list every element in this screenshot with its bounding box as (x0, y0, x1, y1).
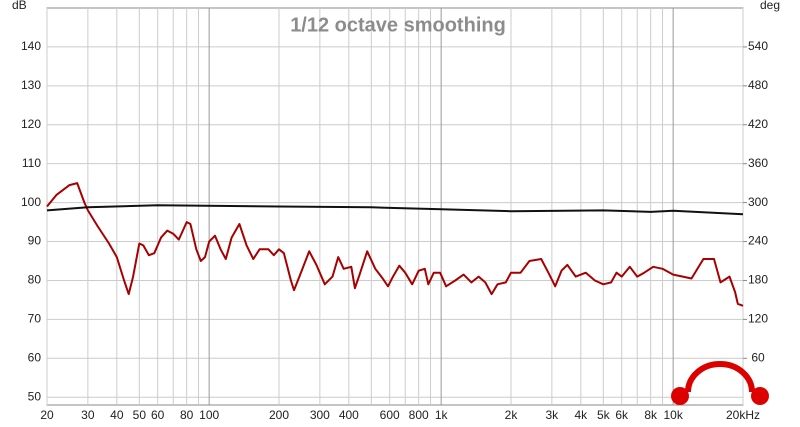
logo (671, 361, 769, 405)
y-tick-label: 50 (28, 389, 42, 403)
x-tick-label: 300 (310, 408, 330, 422)
y-tick-label: 90 (28, 234, 42, 248)
x-tick-label: 20 (40, 408, 54, 422)
logo-dot (671, 387, 689, 405)
x-tick-label: 4k (574, 408, 588, 422)
x-tick-label: 200 (269, 408, 289, 422)
x-tick-label: 100 (199, 408, 219, 422)
x-tick-label: 1k (435, 408, 449, 422)
y2-tick-label: 300 (748, 195, 768, 209)
x-tick-label: 30 (81, 408, 95, 422)
x-tick-label: 600 (380, 408, 400, 422)
x-tick-label: 800 (409, 408, 429, 422)
lines (46, 182, 744, 307)
logo-dot (751, 387, 769, 405)
y2-axis-label: deg (760, 0, 780, 12)
y2-tick-label: 360 (748, 156, 768, 170)
plot-area (46, 7, 744, 406)
x-tick-label: 80 (180, 408, 194, 422)
y2-tick-label: 240 (748, 234, 768, 248)
x-tick-label: 40 (110, 408, 124, 422)
x-tick-label: 60 (151, 408, 165, 422)
x-tick-label: 10k (663, 408, 683, 422)
y-tick-label: 120 (21, 117, 41, 131)
y2-tick-label: 60 (751, 350, 765, 364)
x-tick-label: 8k (644, 408, 658, 422)
y-tick-label: 80 (28, 273, 42, 287)
y-tick-label: 140 (21, 39, 41, 53)
chart-title: 1/12 octave smoothing (290, 14, 506, 36)
x-tick-label: 2k (505, 408, 519, 422)
logo-arc (685, 361, 755, 393)
x-tick-label: 400 (339, 408, 359, 422)
x-tick-label: 5k (597, 408, 611, 422)
x-tick-label: 6k (615, 408, 629, 422)
x-tick-label: 50 (133, 408, 147, 422)
y2-tick-label: 180 (748, 273, 768, 287)
y2-tick-label: 480 (748, 78, 768, 92)
y-axis-label: dB (12, 0, 27, 12)
y-tick-label: 70 (28, 312, 42, 326)
series-line (46, 204, 744, 216)
y-tick-label: 60 (28, 350, 42, 364)
y2-tick-label: 120 (748, 312, 768, 326)
x-tick-label: 3k (546, 408, 560, 422)
y2-tick-label: 540 (748, 39, 768, 53)
y2-tick-label: 420 (748, 117, 768, 131)
series-line (46, 182, 744, 307)
y-tick-label: 100 (21, 195, 41, 209)
x-tick-label: 20kHz (726, 408, 760, 422)
y-tick-label: 110 (22, 156, 41, 170)
y-tick-label: 130 (21, 78, 41, 92)
